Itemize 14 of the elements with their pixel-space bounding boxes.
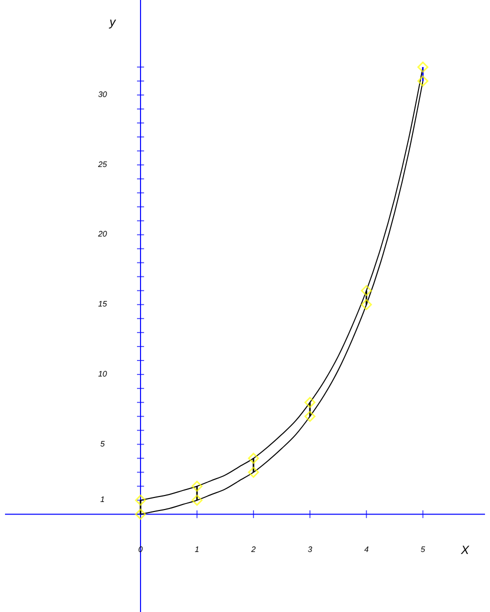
x-tick-label: 2 [250,545,256,554]
y-tick-label: 1 [100,495,105,504]
y-tick-label: 30 [98,90,108,100]
y-tick-label: 10 [98,369,108,378]
x-tick-label: 3 [308,545,313,554]
y-tick-label: 25 [97,160,108,169]
y-axis-title: y [108,15,117,29]
x-tick-label: 4 [364,545,370,554]
y-tick-label: 5 [100,439,106,448]
y-tick-label: 20 [97,230,108,239]
x-axis-title: X [460,543,470,558]
y-tick-label: 15 [98,300,108,309]
x-tick-label: 5 [420,545,426,554]
x-tick-label: 1 [194,545,200,554]
